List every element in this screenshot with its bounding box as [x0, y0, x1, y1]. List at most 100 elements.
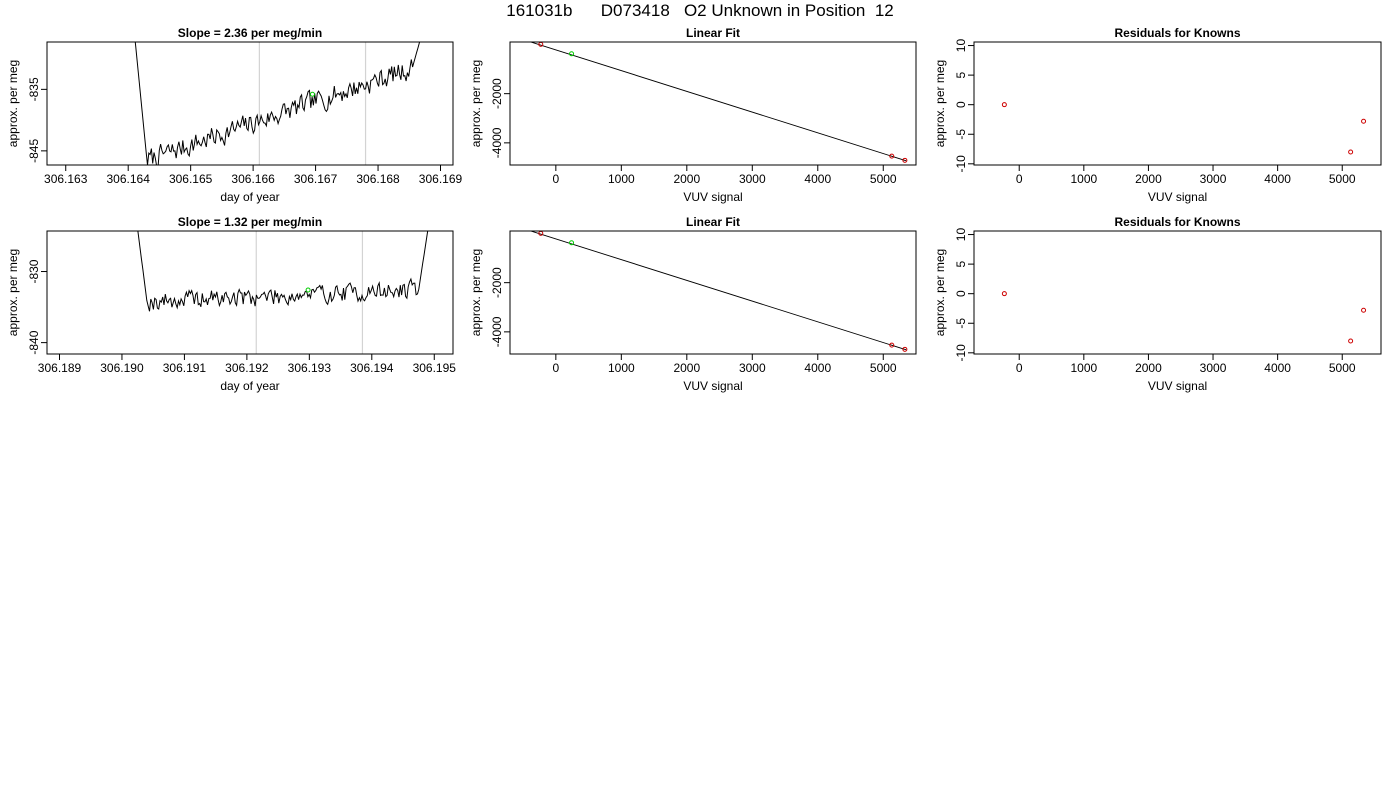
chart-panel-1: Slope = 2.36 per meg/min 306.163 306.164 30… — [6, 26, 463, 204]
y-axis-label: approx. per meg — [469, 249, 483, 336]
x-tick-label: 0 — [1016, 172, 1023, 186]
y-tick-label: 10 — [954, 39, 968, 53]
x-tick-label: 306.195 — [413, 361, 457, 375]
x-tick-label: 2000 — [673, 361, 700, 375]
y-tick-label: -840 — [27, 330, 41, 354]
y-tick-label: 0 — [954, 101, 968, 108]
chart-panel-6: Residuals for Knowns 0 1000 2000 3000 4000 500… — [933, 215, 1382, 393]
x-tick-label: 0 — [552, 361, 559, 375]
y-tick-label: -830 — [27, 259, 41, 283]
x-tick-label: 4000 — [804, 361, 831, 375]
known-point — [902, 346, 908, 352]
x-axis-label: day of year — [220, 190, 279, 204]
y-tick-label: -5 — [954, 129, 968, 140]
y-tick-label: -2000 — [490, 78, 504, 109]
x-tick-label: 5000 — [870, 172, 897, 186]
plot-frame — [509, 230, 917, 355]
plot-area — [529, 42, 908, 163]
plot-area — [137, 231, 429, 354]
plot-area — [134, 42, 421, 165]
x-axis-label: day of year — [220, 379, 279, 393]
x-tick-label: 306.194 — [350, 361, 394, 375]
x-tick-label: 306.164 — [107, 172, 151, 186]
x-tick-label: 1000 — [608, 172, 635, 186]
chart-panel-4: Slope = 1.32 per meg/min 306.189 306.190 30… — [6, 215, 456, 393]
known-point — [1348, 149, 1354, 155]
x-tick-label: 306.189 — [38, 361, 82, 375]
x-tick-label: 0 — [552, 172, 559, 186]
unknown-point — [569, 240, 575, 246]
known-point — [1361, 307, 1367, 313]
plot-area — [529, 231, 908, 352]
y-tick-label: -5 — [954, 318, 968, 329]
x-tick-label: 306.193 — [288, 361, 332, 375]
plot-area — [1001, 102, 1367, 155]
known-point — [889, 342, 895, 348]
plot-area — [1001, 291, 1367, 344]
x-tick-label: 4000 — [1264, 172, 1291, 186]
x-tick-label: 306.163 — [44, 172, 88, 186]
chart-panel-2: Linear Fit 0 1000 2000 3000 4000 5000 -2000 -400… — [469, 26, 917, 204]
y-tick-label: 10 — [954, 228, 968, 242]
known-point — [902, 157, 908, 163]
plot-frame — [46, 41, 454, 166]
x-tick-label: 306.192 — [225, 361, 269, 375]
x-axis-label: VUV signal — [1148, 190, 1207, 204]
x-tick-label: 2000 — [673, 172, 700, 186]
x-tick-label: 5000 — [1329, 172, 1356, 186]
y-tick-label: -4000 — [490, 127, 504, 158]
x-tick-label: 306.191 — [163, 361, 207, 375]
y-tick-label: -10 — [954, 344, 968, 362]
known-point — [889, 153, 895, 159]
x-axis-label: VUV signal — [683, 379, 742, 393]
x-tick-label: 306.167 — [294, 172, 338, 186]
panel-title: Linear Fit — [686, 215, 740, 229]
plot-frame — [46, 230, 454, 355]
figure-title: 161031b D073418 O2 Unknown in Position 1… — [506, 1, 894, 20]
x-tick-label: 3000 — [1200, 361, 1227, 375]
panel-title: Slope = 1.32 per meg/min — [178, 215, 322, 229]
y-tick-label: -4000 — [490, 316, 504, 347]
plot-frame — [973, 41, 1382, 166]
fit-line — [529, 42, 907, 162]
plot-frame — [973, 230, 1382, 355]
x-tick-label: 5000 — [870, 361, 897, 375]
y-axis-label: approx. per meg — [6, 249, 20, 336]
x-tick-label: 4000 — [804, 172, 831, 186]
y-tick-label: -835 — [27, 77, 41, 101]
y-axis-label: approx. per meg — [933, 60, 947, 147]
panel-title: Residuals for Knowns — [1114, 215, 1240, 229]
x-tick-label: 3000 — [1200, 172, 1227, 186]
x-tick-label: 2000 — [1135, 361, 1162, 375]
x-tick-label: 0 — [1016, 361, 1023, 375]
unknown-marker — [309, 91, 315, 97]
y-tick-label: -10 — [954, 155, 968, 173]
fit-line — [529, 231, 907, 351]
plot-frame — [509, 41, 917, 166]
y-tick-label: 0 — [954, 290, 968, 297]
x-tick-label: 3000 — [739, 172, 766, 186]
x-axis-label: VUV signal — [1148, 379, 1207, 393]
known-point — [1001, 291, 1007, 297]
panel-title: Residuals for Knowns — [1114, 26, 1240, 40]
y-tick-label: 5 — [954, 71, 968, 78]
unknown-marker — [305, 287, 311, 293]
x-tick-label: 306.168 — [356, 172, 400, 186]
x-tick-label: 2000 — [1135, 172, 1162, 186]
known-point — [1348, 338, 1354, 344]
chart-panel-3: Residuals for Knowns 0 1000 2000 3000 4000 500… — [933, 26, 1382, 204]
known-point — [1001, 102, 1007, 108]
x-tick-label: 1000 — [608, 361, 635, 375]
x-tick-label: 306.190 — [100, 361, 144, 375]
x-tick-label: 1000 — [1070, 172, 1097, 186]
unknown-point — [569, 51, 575, 57]
known-point — [1361, 118, 1367, 124]
y-axis-label: approx. per meg — [6, 60, 20, 147]
chart-panel-5: Linear Fit 0 1000 2000 3000 4000 5000 -2000 -400… — [469, 215, 917, 393]
x-axis-label: VUV signal — [683, 190, 742, 204]
panel-title: Linear Fit — [686, 26, 740, 40]
panel-title: Slope = 2.36 per meg/min — [178, 26, 322, 40]
signal-trace — [137, 231, 429, 312]
x-tick-label: 306.169 — [419, 172, 463, 186]
